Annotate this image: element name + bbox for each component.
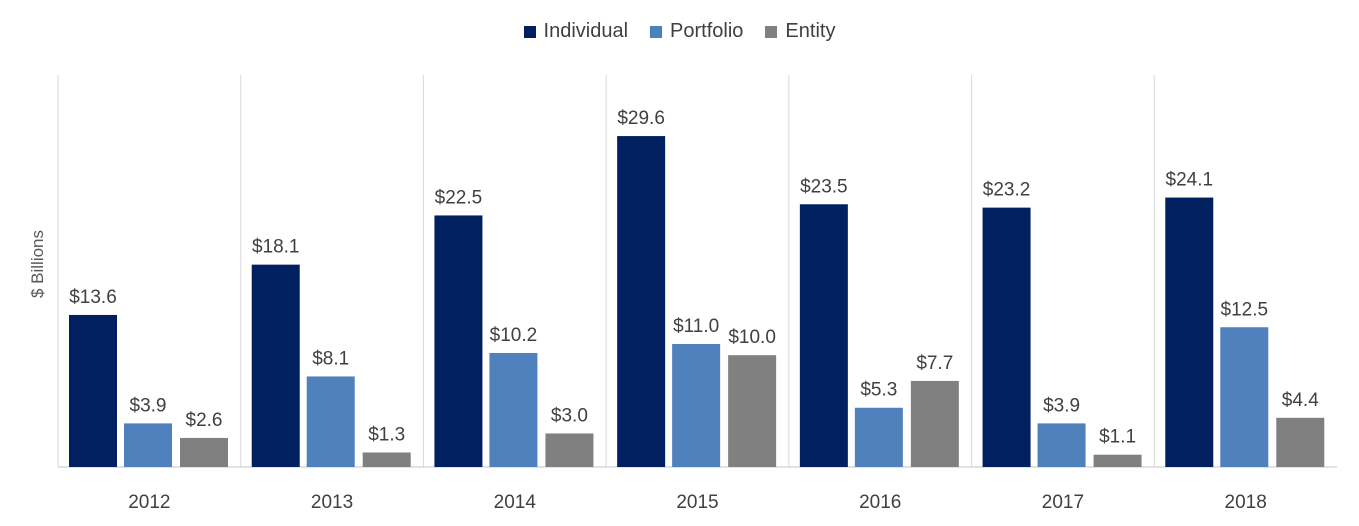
bar-individual [1165,197,1214,467]
legend-swatch-portfolio [650,25,663,38]
data-label-entity: $1.3 [368,424,405,445]
bar-portfolio [489,352,538,467]
data-label-portfolio: $3.9 [1043,395,1080,416]
x-tick-label: 2012 [128,492,170,513]
x-tick-label: 2018 [1225,492,1267,513]
legend-label-entity: Entity [785,20,836,42]
data-label-portfolio: $5.3 [860,380,897,401]
data-label-entity: $2.6 [186,410,223,431]
bar-individual [617,136,666,467]
data-label-portfolio: $8.1 [312,348,349,369]
data-label-individual: $13.6 [69,287,117,308]
x-tick-label: 2013 [311,492,353,513]
bar-portfolio [672,344,721,467]
legend-swatch-individual [523,25,536,38]
data-label-individual: $29.6 [617,108,665,129]
legend-swatch-entity [765,25,778,38]
legend-item-entity: Entity [765,20,835,43]
data-label-entity: $3.0 [551,405,588,426]
bar-entity [728,355,777,467]
legend-item-portfolio: Portfolio [650,20,743,43]
data-label-portfolio: $12.5 [1221,299,1269,320]
bar-individual [69,314,117,467]
data-label-entity: $1.1 [1099,427,1136,448]
bar-entity [362,452,411,467]
data-label-entity: $7.7 [916,353,953,374]
bar-individual [434,215,483,467]
x-tick-label: 2014 [494,492,537,513]
bar-entity [910,380,959,467]
x-tick-label: 2016 [859,492,901,513]
bar-entity [180,437,228,467]
bar-individual [982,207,1031,467]
data-label-portfolio: $3.9 [130,395,167,416]
bar-portfolio [124,423,172,467]
bar-portfolio [306,376,355,467]
bar-individual [251,264,300,467]
legend-item-individual: Individual [523,20,629,43]
data-label-entity: $4.4 [1282,390,1319,411]
bar-portfolio [1220,327,1269,467]
data-label-individual: $22.5 [435,187,483,208]
data-label-individual: $18.1 [252,237,300,258]
bar-entity [1093,454,1142,467]
legend-label-individual: Individual [543,20,629,42]
data-label-entity: $10.0 [728,327,776,348]
data-label-portfolio: $11.0 [673,316,719,337]
legend: Individual Portfolio Entity [0,20,1359,43]
data-label-portfolio: $10.2 [490,325,538,346]
bar-portfolio [1037,423,1086,467]
bar-portfolio [854,407,903,467]
bar-entity [545,433,594,467]
data-label-individual: $23.5 [800,176,848,197]
legend-label-portfolio: Portfolio [670,20,744,42]
data-label-individual: $24.1 [1166,170,1214,191]
bar-entity [1276,417,1325,467]
bar-individual [799,204,848,467]
x-tick-label: 2017 [1042,492,1084,513]
data-label-individual: $23.2 [983,180,1031,201]
x-tick-label: 2015 [676,492,718,513]
